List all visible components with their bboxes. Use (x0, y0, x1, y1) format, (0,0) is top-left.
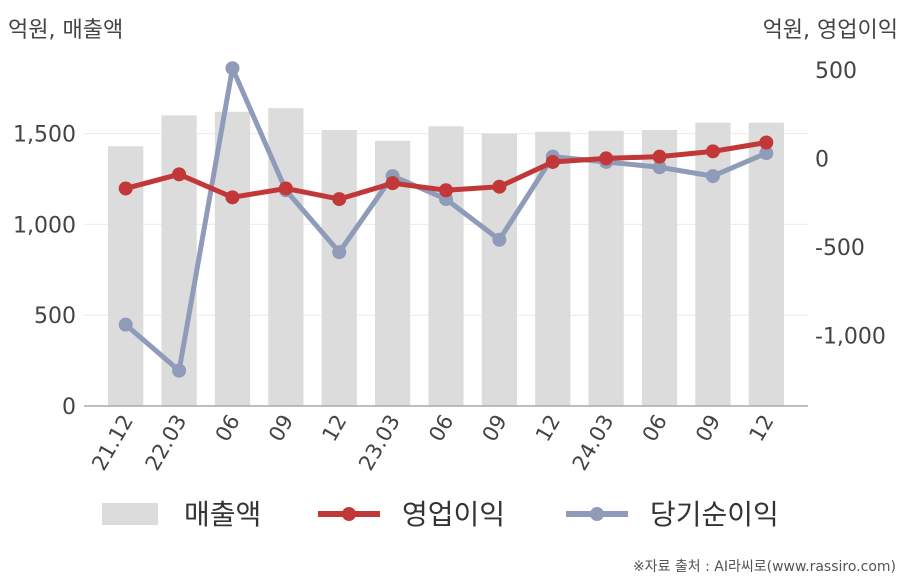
left-tick-label: 1,000 (13, 213, 76, 238)
source-note: ※자료 출처 : AI라씨로(www.rassiro.com) (633, 559, 896, 575)
lines (118, 61, 774, 378)
x-tick-label: 06 (424, 411, 458, 446)
x-tick-label: 21.12 (87, 411, 138, 475)
point-net-income (225, 61, 240, 76)
point-operating-profit (545, 154, 560, 169)
left-axis-label: 억원, 매출액 (8, 18, 123, 43)
x-tick-label: 09 (478, 411, 512, 446)
bar-revenue (481, 133, 518, 406)
point-operating-profit (385, 176, 400, 191)
x-tick-label: 12 (531, 411, 565, 446)
point-operating-profit (705, 144, 720, 159)
point-net-income (492, 232, 507, 247)
x-tick-label: 23.03 (354, 411, 405, 475)
bars (108, 108, 784, 407)
left-tick-label: 1,500 (13, 123, 76, 148)
left-tick-label: 500 (34, 304, 76, 329)
x-tick-label: 24.03 (568, 411, 619, 475)
point-operating-profit (278, 181, 293, 196)
x-tick-label: 06 (211, 411, 245, 446)
point-operating-profit (439, 183, 453, 198)
right-axis-ticks: 500 0 -500 -1,000 (815, 59, 886, 349)
point-net-income (652, 160, 667, 175)
legend-label-operating-profit: 영업이익 (402, 498, 505, 531)
x-tick-label: 12 (744, 411, 778, 446)
bar-revenue (428, 126, 464, 406)
x-tick-label: 06 (638, 411, 672, 446)
point-operating-profit (225, 190, 240, 205)
point-net-income (705, 169, 720, 184)
point-operating-profit (759, 135, 774, 150)
point-operating-profit (172, 167, 187, 182)
legend: 매출액 영업이익 당기순이익 (102, 498, 779, 531)
left-tick-label: 0 (62, 395, 76, 420)
x-axis-ticks: 21.12 22.03 06 09 12 23.03 06 09 12 24.03 06 09 12 (87, 411, 778, 475)
bar-revenue (588, 130, 624, 406)
x-tick-label: 22.03 (141, 411, 192, 475)
bar-revenue (321, 129, 357, 407)
legend-label-net-income: 당기순이익 (650, 498, 779, 531)
x-tick-label: 12 (317, 411, 351, 446)
x-tick-label: 09 (264, 411, 298, 446)
point-net-income (759, 146, 774, 161)
point-operating-profit (599, 151, 614, 166)
right-tick-label: 500 (815, 59, 857, 84)
bar-revenue (748, 122, 784, 406)
right-axis-label: 억원, 영업이익 (763, 18, 898, 43)
point-net-income (118, 317, 133, 332)
right-tick-label: 0 (815, 147, 829, 172)
legend-swatch-revenue (102, 503, 158, 525)
point-operating-profit (492, 179, 507, 194)
point-operating-profit (332, 192, 347, 207)
bar-revenue (641, 129, 678, 407)
point-net-income (332, 245, 347, 260)
left-axis-ticks: 0 500 1,000 1,500 (13, 123, 76, 420)
bar-revenue (268, 108, 304, 407)
point-net-income (172, 363, 187, 378)
right-tick-label: -500 (815, 236, 865, 261)
bar-revenue (214, 111, 251, 406)
point-operating-profit (118, 181, 133, 196)
point-operating-profit (652, 149, 667, 164)
bar-revenue (695, 122, 731, 406)
legend-marker-operating-profit (342, 507, 356, 521)
legend-marker-net-income (590, 507, 604, 521)
x-tick-label: 09 (691, 411, 725, 446)
right-tick-label: -1,000 (815, 324, 886, 349)
legend-label-revenue: 매출액 (184, 498, 261, 531)
